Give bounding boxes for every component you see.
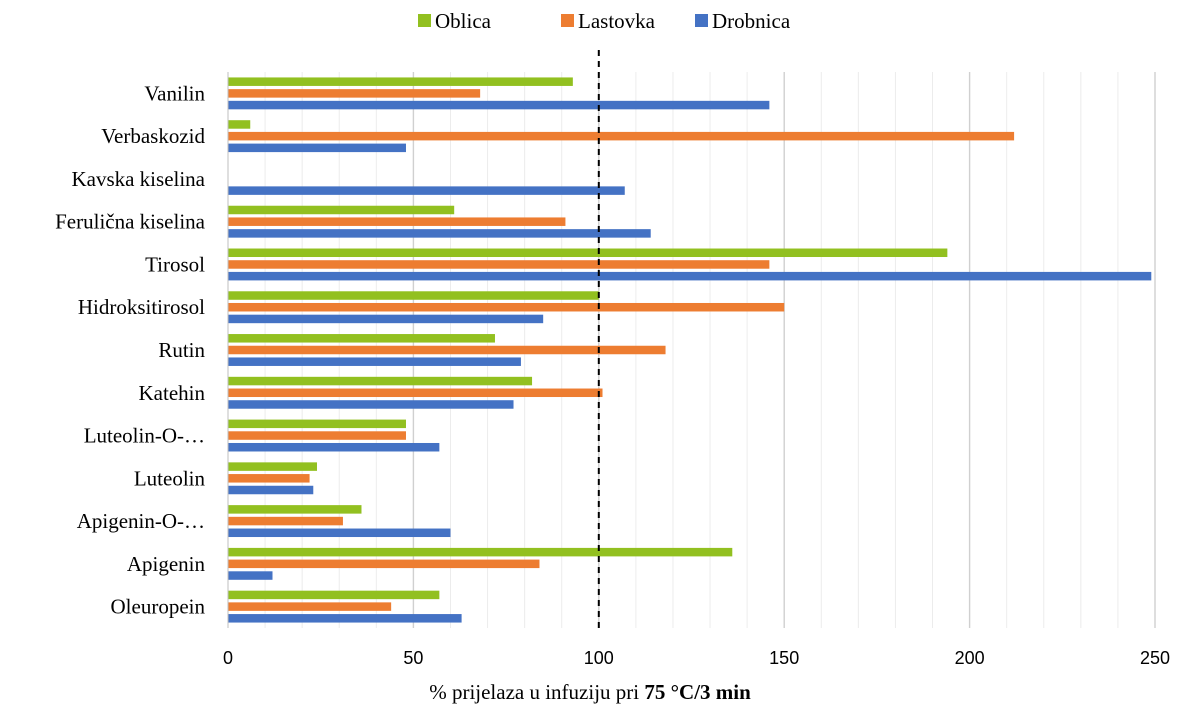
bar-oblica-12	[228, 590, 440, 600]
bar-lastovka-4	[228, 260, 770, 269]
x-tick-label: 100	[584, 648, 614, 668]
category-label: Verbaskozid	[101, 124, 205, 148]
bar-oblica-7	[228, 376, 533, 386]
category-label: Apigenin	[127, 552, 206, 576]
bar-oblica-1	[228, 120, 251, 129]
bar-oblica-5	[228, 291, 599, 300]
category-label: Katehin	[139, 381, 206, 405]
category-label: Luteolin-O-…	[84, 424, 205, 448]
bar-drobnica-2	[228, 186, 625, 195]
bar-drobnica-11	[228, 571, 273, 580]
category-label: Hidroksitirosol	[78, 295, 205, 319]
grid-lines	[264, 72, 1156, 628]
bar-drobnica-1	[228, 143, 406, 153]
bar-oblica-8	[228, 419, 406, 429]
bar-lastovka-8	[228, 431, 406, 440]
category-label: Rutin	[158, 338, 205, 362]
category-label: Luteolin	[134, 466, 206, 490]
bar-lastovka-0	[228, 89, 481, 98]
bar-lastovka-11	[228, 559, 540, 569]
bar-drobnica-3	[228, 229, 651, 238]
bar-oblica-3	[228, 205, 455, 215]
x-tick-label: 200	[955, 648, 985, 668]
bar-oblica-10	[228, 505, 362, 514]
bar-drobnica-6	[228, 357, 521, 366]
legend: Oblica Lastovka Drobnica	[418, 9, 791, 33]
x-axis-label: % prijelaza u infuziju pri 75 °C/3 min	[429, 680, 751, 704]
bar-lastovka-7	[228, 388, 603, 398]
category-label: Vanilin	[144, 81, 205, 105]
x-axis-label-bold: 75 °C/3 min	[644, 680, 751, 704]
bar-oblica-6	[228, 334, 495, 343]
bar-drobnica-12	[228, 614, 462, 623]
x-tick-labels: 0 50 100 150 200 250	[223, 648, 1170, 668]
bar-lastovka-12	[228, 602, 392, 611]
x-tick-label: 0	[223, 648, 233, 668]
legend-swatch-drobnica	[695, 14, 708, 27]
legend-swatch-lastovka	[561, 14, 574, 27]
bar-drobnica-5	[228, 314, 544, 324]
bar-lastovka-9	[228, 474, 310, 483]
category-label: Ferulična kiselina	[55, 210, 206, 234]
bar-drobnica-4	[228, 271, 1152, 281]
category-label: Tirosol	[145, 252, 205, 276]
category-label: Kavska kiselina	[71, 167, 205, 191]
bar-drobnica-10	[228, 528, 451, 538]
legend-label-oblica: Oblica	[435, 9, 492, 33]
bar-lastovka-1	[228, 131, 1015, 141]
bar-drobnica-8	[228, 442, 440, 452]
category-label: Apigenin-O-…	[77, 509, 205, 533]
bar-lastovka-3	[228, 217, 566, 226]
bar-drobnica-7	[228, 400, 514, 409]
category-label: Oleuropein	[111, 595, 206, 619]
bar-oblica-11	[228, 547, 733, 557]
x-tick-label: 50	[403, 648, 423, 668]
legend-label-lastovka: Lastovka	[578, 9, 656, 33]
bar-oblica-4	[228, 248, 948, 258]
legend-label-drobnica: Drobnica	[712, 9, 791, 33]
bar-lastovka-10	[228, 516, 343, 526]
x-axis-label-prefix: % prijelaza u infuziju pri	[429, 680, 644, 704]
x-tick-label: 150	[769, 648, 799, 668]
legend-swatch-oblica	[418, 14, 431, 27]
bar-drobnica-0	[228, 100, 770, 110]
bar-oblica-0	[228, 77, 573, 86]
bar-lastovka-6	[228, 345, 666, 355]
bars	[228, 77, 1152, 623]
bar-lastovka-5	[228, 302, 785, 312]
x-tick-label: 250	[1140, 648, 1170, 668]
category-labels: Vanilin Verbaskozid Kavska kiselina Ferulič…	[55, 81, 206, 618]
bar-drobnica-9	[228, 485, 314, 495]
bar-oblica-9	[228, 462, 317, 471]
